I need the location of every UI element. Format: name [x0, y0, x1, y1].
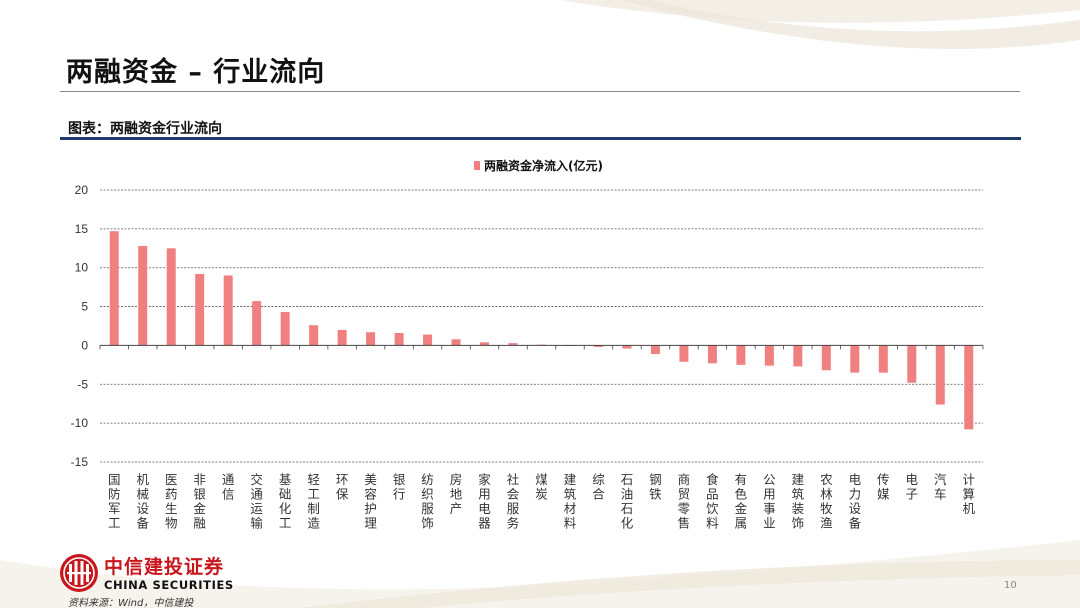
bar — [423, 334, 433, 346]
x-tick-label: 家用电器 — [478, 472, 491, 531]
y-tick-label: -15 — [71, 455, 89, 469]
page-title: 两融资金 – 行业流向 — [66, 57, 326, 88]
x-tick-label: 汽车 — [934, 472, 947, 502]
bar — [707, 345, 717, 364]
page-number: 10 — [1004, 580, 1017, 591]
bar — [650, 345, 660, 354]
x-tick-label: 煤炭 — [535, 472, 548, 502]
data-source: 资料来源：Wind，中信建投 — [68, 598, 194, 609]
x-tick-label: 食品饮料 — [706, 472, 719, 531]
x-tick-label: 房地产 — [450, 472, 463, 516]
china-securities-logo — [60, 554, 98, 592]
x-tick-label: 美容护理 — [364, 472, 377, 531]
x-tick-label: 建筑装饰 — [792, 472, 805, 531]
x-tick-label: 银行 — [393, 472, 406, 502]
bar — [679, 345, 689, 362]
x-tick-label: 商贸零售 — [678, 472, 691, 531]
bar — [878, 345, 888, 373]
x-tick-label: 医药生物 — [165, 472, 178, 531]
y-tick-label: 20 — [75, 183, 89, 197]
bar — [821, 345, 831, 371]
bar — [964, 345, 974, 430]
bar — [309, 325, 319, 346]
x-tick-label: 建筑材料 — [564, 472, 577, 531]
figure-divider — [60, 137, 1021, 140]
bar — [109, 231, 119, 346]
bar — [907, 345, 917, 383]
title-divider — [60, 91, 1020, 92]
y-tick-label: 10 — [75, 261, 89, 275]
x-tick-label: 轻工制造 — [307, 472, 320, 531]
bar — [622, 345, 632, 349]
bar — [394, 332, 404, 346]
bar — [764, 345, 774, 366]
brand-name-cn: 中信建投证券 — [104, 556, 225, 578]
x-tick-label: 国防军工 — [108, 472, 121, 531]
x-tick-label: 农林牧渔 — [820, 472, 833, 531]
bar — [138, 245, 148, 346]
bar — [451, 339, 461, 346]
x-tick-label: 石油石化 — [621, 472, 634, 531]
x-tick-label: 电子 — [906, 472, 919, 502]
bar — [593, 345, 603, 347]
x-tick-label: 电力设备 — [849, 472, 862, 531]
x-tick-label: 公用事业 — [763, 472, 776, 531]
y-tick-label: -5 — [77, 377, 88, 391]
x-tick-label: 钢铁 — [649, 472, 662, 502]
legend-swatch — [474, 161, 480, 170]
bar — [508, 343, 518, 346]
x-tick-label: 基础化工 — [279, 472, 292, 531]
brand-name-en: CHINA SECURITIES — [104, 578, 234, 592]
x-tick-label: 纺织服饰 — [421, 472, 434, 531]
bar — [366, 332, 376, 346]
y-tick-label: -10 — [71, 416, 89, 430]
x-tick-label: 机械设备 — [136, 472, 149, 531]
bar — [793, 345, 803, 367]
x-tick-label: 有色金属 — [735, 472, 748, 531]
x-tick-label: 通信 — [222, 472, 235, 502]
bar — [252, 301, 262, 346]
bar — [280, 312, 290, 346]
x-tick-label: 传媒 — [877, 472, 890, 502]
figure-label: 图表：两融资金行业流向 — [68, 121, 222, 137]
bar — [935, 345, 945, 405]
bar — [480, 342, 490, 346]
x-tick-label: 综合 — [592, 472, 605, 502]
legend-label: 两融资金净流入(亿元) — [484, 158, 603, 173]
bar — [223, 275, 233, 346]
bar — [166, 248, 176, 346]
bar — [337, 329, 347, 346]
y-tick-label: 15 — [75, 222, 89, 236]
x-tick-label: 社会服务 — [507, 472, 520, 531]
bar — [736, 345, 746, 365]
x-tick-label: 环保 — [336, 472, 349, 502]
y-tick-label: 5 — [81, 300, 88, 314]
y-tick-label: 0 — [81, 338, 88, 352]
bar — [195, 273, 205, 346]
bar — [850, 345, 860, 373]
x-tick-label: 交通运输 — [250, 472, 263, 531]
x-tick-label: 计算机 — [963, 472, 976, 516]
x-tick-label: 非银金融 — [193, 472, 206, 531]
